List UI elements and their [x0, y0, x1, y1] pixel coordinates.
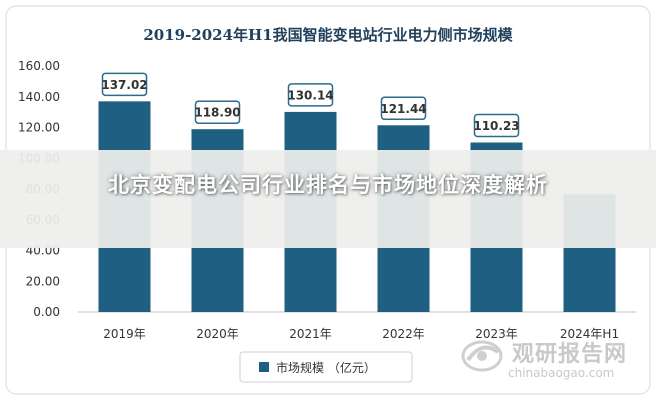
watermark-url: chinabaogao.com [508, 366, 615, 380]
data-label: 137.02 [101, 78, 147, 92]
data-label-box [287, 83, 334, 107]
y-tick-label: 140.00 [18, 90, 60, 104]
data-label-box [194, 100, 241, 124]
y-tick-label: 0.00 [33, 305, 60, 319]
chart-title: 2019-2024年H1我国智能变电站行业电力侧市场规模 [143, 26, 513, 44]
watermark-brand: 观研报告网 [512, 342, 628, 367]
data-label-box [473, 113, 520, 138]
data-label-box [380, 96, 427, 121]
legend-swatch [259, 362, 269, 372]
watermark: 观研报告网 chinabaogao.com [458, 334, 638, 390]
data-label: 121.44 [380, 102, 426, 116]
x-tick-label: 2023年 [475, 327, 518, 341]
x-tick-label: 2021年 [289, 327, 332, 341]
overlay-banner: 北京变配电公司行业排名与市场地位深度解析 [0, 150, 656, 248]
y-tick-label: 120.00 [18, 121, 60, 135]
brand-logo-icon [461, 340, 503, 372]
data-label-box [101, 72, 148, 97]
x-tick-label: 2024年H1 [560, 327, 619, 341]
banner-title: 北京变配电公司行业排名与市场地位深度解析 [108, 173, 548, 197]
x-tick-label: 2022年 [382, 327, 425, 341]
x-tick-label: 2020年 [196, 327, 239, 341]
data-label: 130.14 [287, 88, 333, 102]
y-tick-label: 160.00 [18, 59, 60, 73]
legend-box [239, 351, 413, 383]
data-label: 110.23 [473, 119, 519, 133]
legend-label: 市场规模 （亿元） [276, 360, 376, 375]
data-label: 118.90 [194, 106, 240, 120]
y-tick-label: 20.00 [26, 274, 60, 288]
x-tick-label: 2019年 [103, 327, 146, 341]
